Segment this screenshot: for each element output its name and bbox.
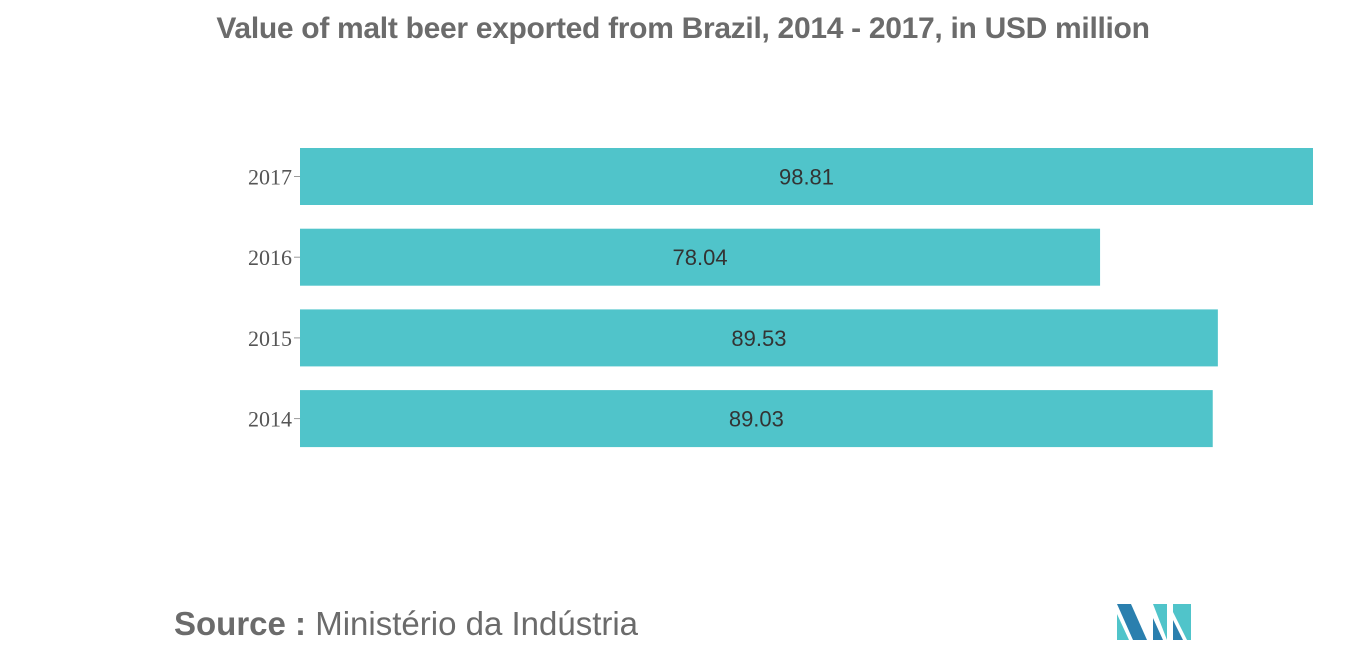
source-note: Source : Ministério da Indústria xyxy=(174,605,638,643)
bars-layer: 2017 98.81 2016 78.04 2015 89.53 2014 89.03 xyxy=(248,148,1313,448)
source-label: Source : xyxy=(174,605,307,642)
data-label-2016: 78.04 xyxy=(673,245,728,270)
mordor-intelligence-logo-icon xyxy=(1117,604,1191,640)
y-tick-label-2017: 2017 xyxy=(248,165,292,190)
bar-2017 xyxy=(300,148,1313,205)
source-text: Ministério da Indústria xyxy=(315,605,639,642)
data-label-2017: 98.81 xyxy=(779,165,834,190)
bar-2014 xyxy=(300,390,1213,448)
y-tick-label-2014: 2014 xyxy=(248,407,292,432)
chart-title: Value of malt beer exported from Brazil,… xyxy=(216,12,1150,45)
y-tick-label-2016: 2016 xyxy=(248,245,292,270)
y-tick-label-2015: 2015 xyxy=(248,326,292,351)
data-label-2014: 89.03 xyxy=(729,407,784,432)
bar-2015 xyxy=(300,309,1218,367)
bar-2016 xyxy=(300,228,1101,286)
data-label-2015: 89.53 xyxy=(731,326,786,351)
